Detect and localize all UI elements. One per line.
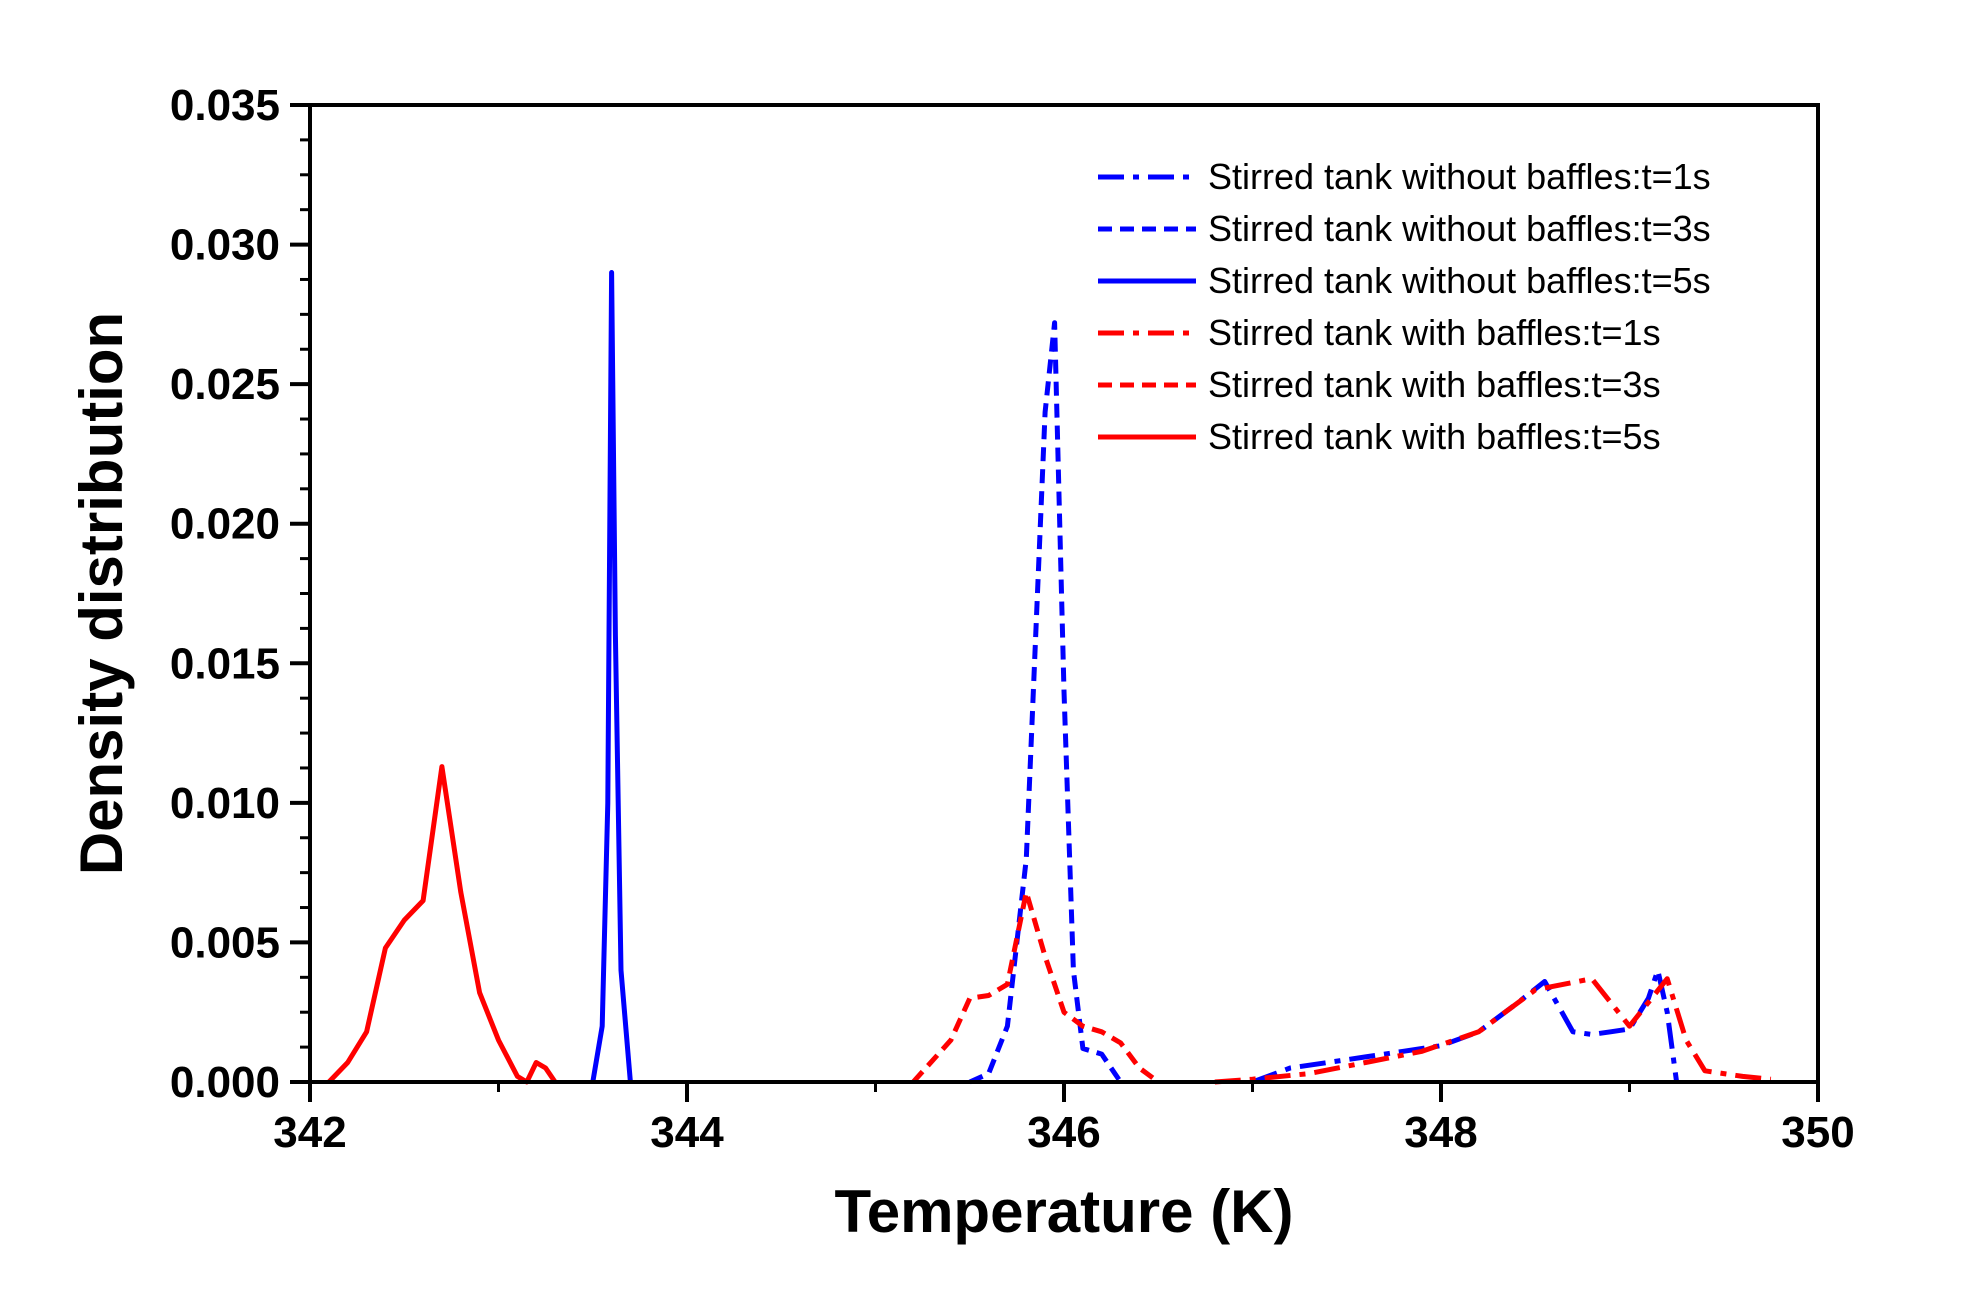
legend-label-6: Stirred tank with baffles:t=5s	[1208, 416, 1661, 457]
legend-label-5: Stirred tank with baffles:t=3s	[1208, 364, 1661, 405]
series-line-3	[590, 270, 633, 1083]
y-tick-label: 0.035	[170, 81, 280, 130]
y-tick-label: 0.030	[170, 221, 280, 270]
y-axis-ticks: 0.000 0.005 0.010 0.015 0.020 0.025 0.030 0.035	[170, 81, 310, 1107]
y-tick-label: 0.010	[170, 779, 280, 828]
legend-label-1: Stirred tank without baffles:t=1s	[1208, 156, 1711, 197]
y-tick-label: 0.015	[170, 639, 280, 688]
series-line-4	[1214, 976, 1772, 1085]
x-tick-label: 346	[1027, 1108, 1100, 1157]
x-axis-ticks: 342 344 346 348 350	[273, 1082, 1855, 1157]
legend-label-2: Stirred tank without baffles:t=3s	[1208, 208, 1711, 249]
x-tick-label: 348	[1404, 1108, 1477, 1157]
y-tick-label: 0.005	[170, 918, 280, 967]
legend-label-3: Stirred tank without baffles:t=5s	[1208, 260, 1711, 301]
legend-label-4: Stirred tank with baffles:t=1s	[1208, 312, 1661, 353]
x-axis-title: Temperature (K)	[835, 1178, 1294, 1245]
x-tick-label: 350	[1781, 1108, 1854, 1157]
y-tick-label: 0.025	[170, 360, 280, 409]
series-line-6	[327, 764, 558, 1085]
plot-lines	[327, 270, 1772, 1085]
series-line-5	[911, 889, 1160, 1085]
legend: Stirred tank without baffles:t=1s Stirred…	[1098, 156, 1711, 457]
y-tick-label: 0.020	[170, 500, 280, 549]
series-line-1	[1251, 967, 1680, 1085]
x-tick-label: 344	[650, 1108, 724, 1157]
series-line-2	[968, 320, 1123, 1085]
y-tick-label: 0.000	[170, 1058, 280, 1107]
x-tick-label: 342	[273, 1108, 346, 1157]
y-axis-title: Density distribution	[68, 312, 135, 875]
